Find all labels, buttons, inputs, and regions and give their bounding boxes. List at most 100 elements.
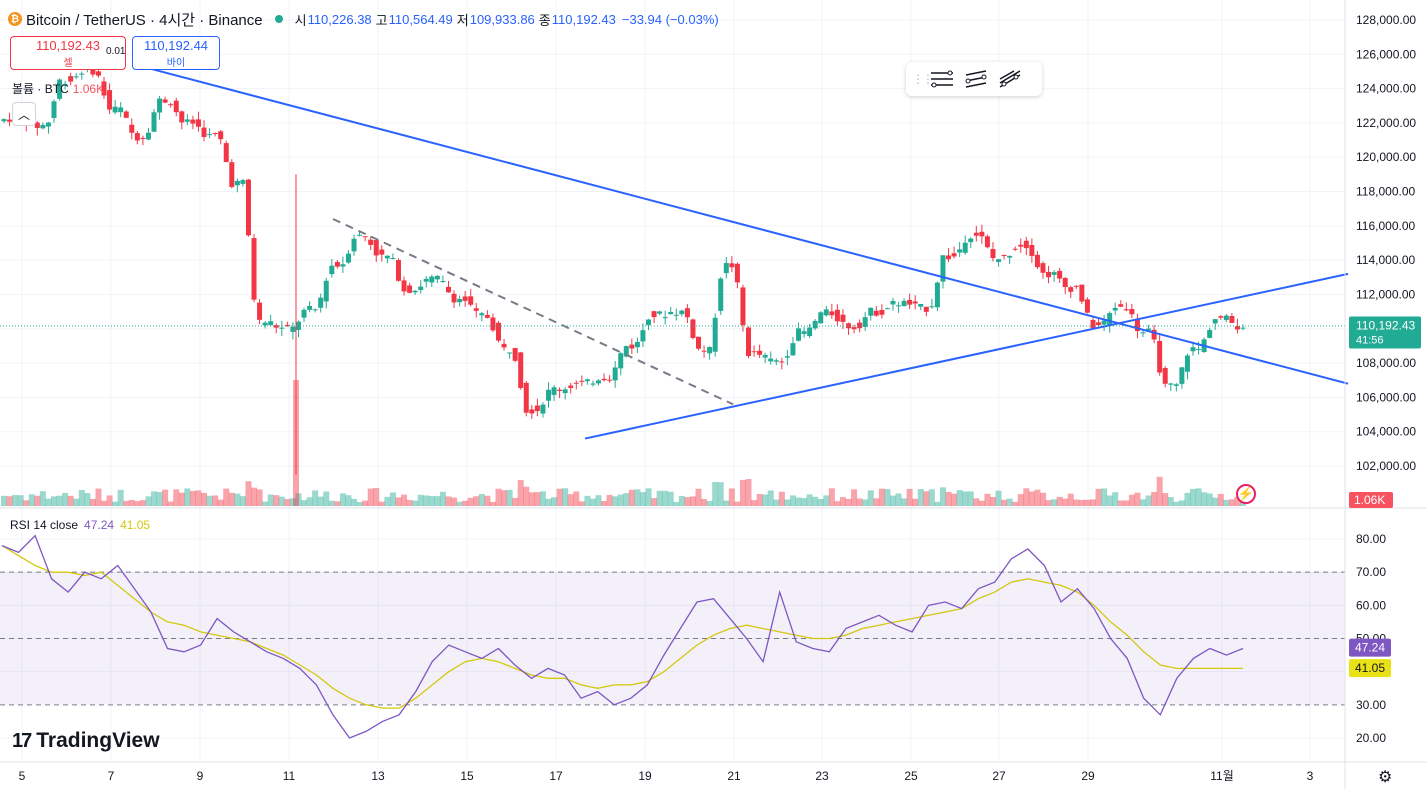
candle-body — [862, 317, 868, 327]
candle-body — [523, 382, 529, 413]
high-value: 110,564.49 — [388, 11, 453, 27]
candle-body — [990, 248, 996, 259]
volume-bar — [1184, 492, 1191, 506]
sell-button[interactable]: 110,192.43 셀 — [10, 36, 126, 70]
volume-bar — [601, 501, 608, 506]
volume-bar — [445, 496, 452, 506]
candle-body — [462, 296, 468, 301]
tradingview-logo[interactable]: 17 TradingView — [12, 729, 160, 753]
volume-bar — [289, 498, 296, 506]
lightning-icon[interactable]: ⚡ — [1236, 484, 1256, 504]
candle-body — [512, 348, 518, 361]
volume-bar — [278, 496, 285, 506]
volume-bar — [78, 489, 85, 506]
volume-bar — [1106, 495, 1113, 506]
volume-legend[interactable]: 볼륨 · BTC 1.06K — [12, 80, 104, 97]
candle-body — [307, 305, 313, 310]
candle-body — [223, 143, 229, 163]
volume-bar — [878, 488, 885, 506]
rsi-legend[interactable]: RSI 14 close 47.24 41.05 — [10, 518, 150, 532]
volume-bar — [778, 491, 785, 506]
candle-body — [201, 127, 207, 137]
candle-body — [129, 124, 135, 133]
volume-bar — [367, 488, 374, 506]
candle-body — [368, 239, 374, 245]
candle-body — [218, 131, 224, 140]
chevron-up-icon[interactable]: ︿ — [12, 102, 36, 126]
candle-body — [168, 104, 174, 106]
volume-bar — [1134, 492, 1141, 506]
candle-body — [1023, 240, 1029, 249]
volume-bar — [384, 496, 391, 506]
candle-body — [1, 119, 7, 122]
price-tick-label: 106,000.00 — [1356, 390, 1416, 404]
rsi-tick-label: 20.00 — [1356, 731, 1386, 745]
candle-body — [901, 300, 907, 307]
candle-body — [1118, 304, 1124, 307]
candle-body — [312, 309, 318, 311]
countdown-label: 41:56 — [1356, 334, 1384, 346]
volume-bar — [439, 491, 446, 506]
time-tick-label: 17 — [549, 769, 563, 783]
time-tick-label: 11월 — [1210, 769, 1234, 783]
vertical-gridlines — [21, 0, 1311, 762]
volume-bar — [39, 491, 46, 506]
volume-bar — [606, 494, 613, 506]
volume-bar — [123, 500, 130, 506]
candle-body — [968, 238, 974, 243]
candle-body — [707, 346, 713, 354]
candle-body — [1140, 332, 1146, 334]
candle-body — [7, 119, 13, 122]
candle-body — [334, 261, 340, 267]
candle-body — [840, 314, 846, 322]
change-value: −33.94 (−0.03%) — [621, 11, 719, 27]
volume-bar — [1051, 499, 1058, 506]
volume-bar — [712, 481, 719, 506]
candle-body — [1179, 367, 1185, 384]
candle-body — [734, 263, 740, 283]
candle-body — [718, 278, 724, 311]
pitchfork-icon[interactable] — [994, 65, 1026, 93]
symbol-title[interactable]: Bitcoin / TetherUS · 4시간 · Binance — [26, 11, 263, 29]
volume-bar — [639, 492, 646, 506]
trendlines — [147, 67, 1349, 440]
candle-body — [490, 317, 496, 331]
candle-body — [57, 79, 63, 99]
candle-body — [290, 326, 296, 332]
candle-body — [584, 379, 590, 382]
candle-body — [984, 236, 990, 248]
candle-body — [1129, 308, 1135, 315]
candle-body — [418, 286, 424, 291]
candle-body — [946, 255, 952, 260]
axis-badges: 110,192.43 41:56 1.06K 47.24 41.05 — [1349, 316, 1421, 678]
candle-body — [79, 73, 85, 75]
candle-body — [618, 353, 624, 369]
volume-bar — [1195, 488, 1202, 506]
regression-trend-icon[interactable] — [960, 65, 992, 93]
drag-handle-icon[interactable]: ⋮⋮ — [912, 72, 934, 86]
candle-body — [1234, 326, 1240, 330]
volume-bar — [17, 495, 24, 506]
volume-bar — [495, 488, 502, 506]
rsi-badge — [1349, 638, 1391, 657]
candle-body — [1079, 284, 1085, 302]
candle-body — [607, 379, 613, 381]
candle-body — [101, 81, 107, 96]
candle-body — [662, 317, 668, 319]
time-tick-label: 29 — [1081, 769, 1095, 783]
volume-bar — [428, 495, 435, 506]
parallel-channel-icon[interactable] — [926, 65, 958, 93]
volume-bar — [1201, 492, 1208, 506]
volume-bar — [612, 496, 619, 506]
volume-bar — [1006, 498, 1013, 506]
volume-bar — [534, 492, 541, 506]
volume-bar — [862, 499, 869, 506]
volume-bar — [578, 501, 585, 506]
volume-bar — [106, 495, 113, 506]
volume-bar — [1128, 494, 1135, 506]
candle-body — [979, 231, 985, 237]
buy-button[interactable]: 110,192.44 바이 — [132, 36, 220, 70]
gear-icon[interactable]: ⚙ — [1378, 769, 1393, 786]
